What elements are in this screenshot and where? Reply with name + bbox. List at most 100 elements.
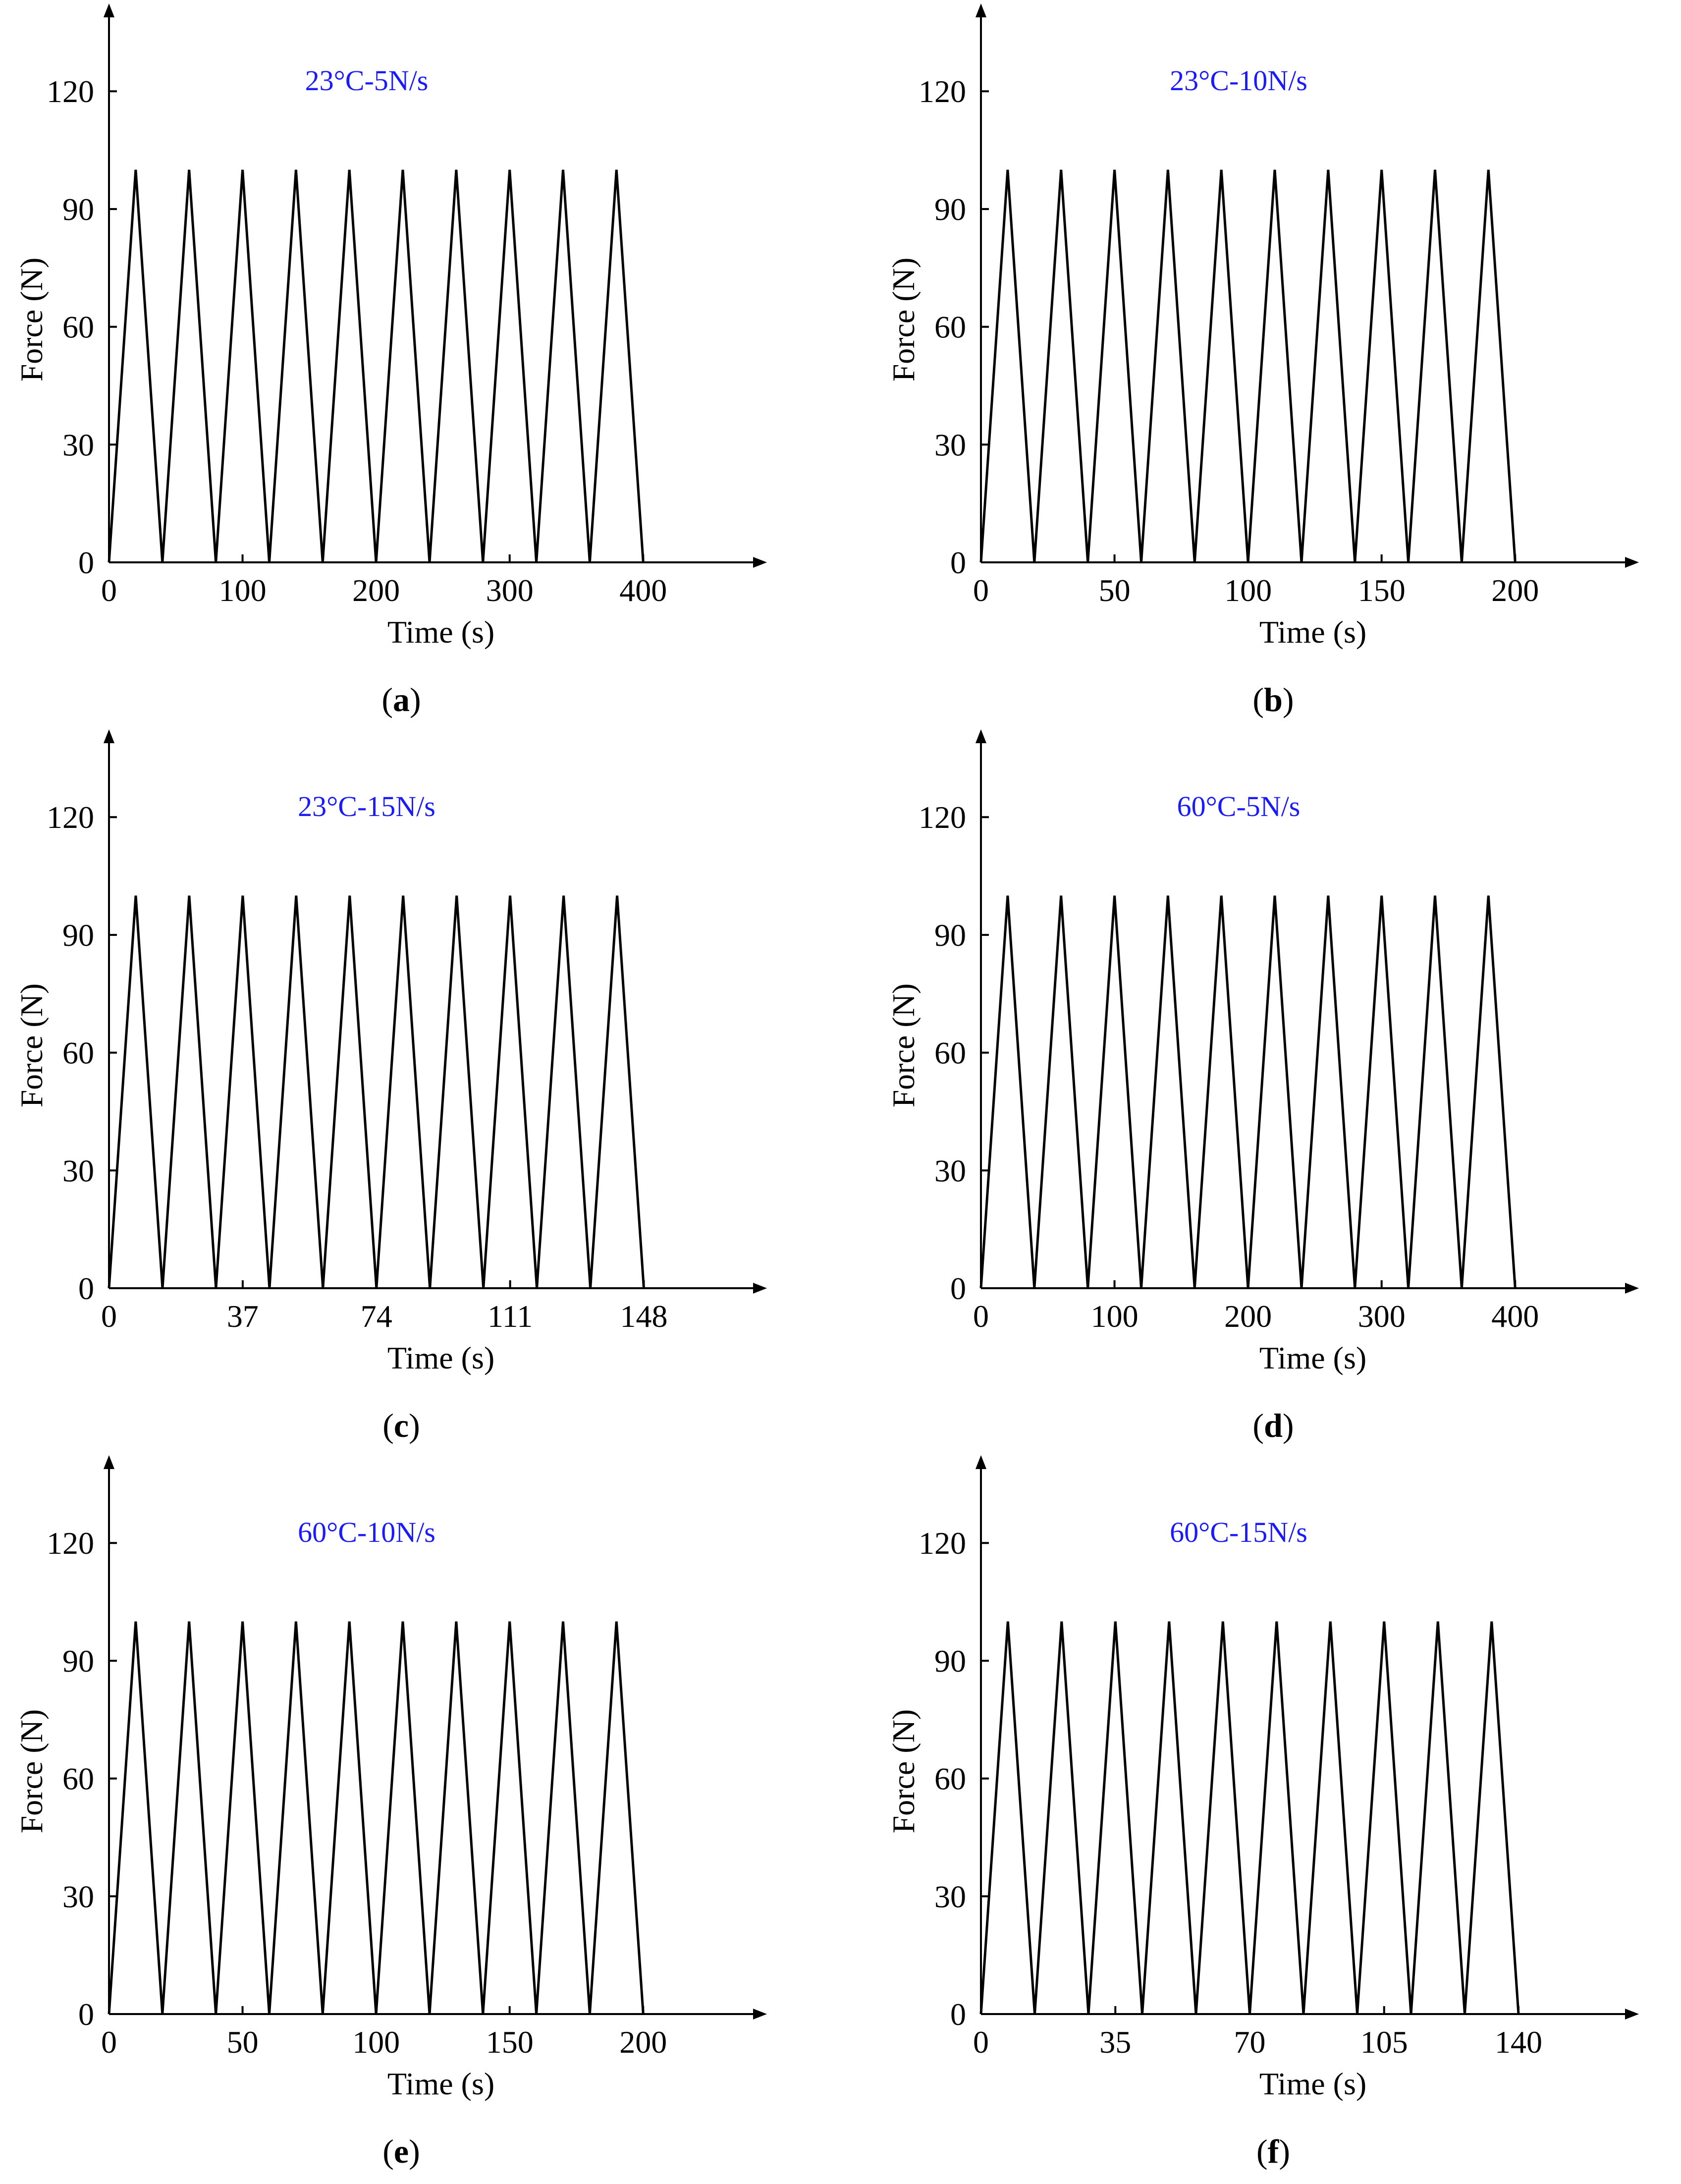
chart-title: 23°C-10N/s [1170,64,1307,97]
x-axis-arrow [753,557,767,568]
series-line [981,896,1515,1288]
x-axis-arrow [1625,1283,1639,1294]
y-tick-label: 120 [919,1526,966,1561]
chart-panel-f: 0 30 60 90 120 0 35 70 105 140 Time (s) Force (N) 60… [886,1455,1639,2170]
y-tick-label: 60 [934,1036,966,1071]
x-axis-title: Time (s) [387,614,494,650]
x-axis-title: Time (s) [387,2066,494,2101]
y-axis-title: Force (N) [14,983,49,1108]
panel-caption: (e) [382,2132,420,2170]
x-axis-title: Time (s) [387,1340,494,1375]
y-tick-label: 60 [62,1036,94,1071]
series-line [981,170,1515,562]
y-tick-label: 60 [62,310,94,345]
y-tick-label: 30 [934,427,966,462]
y-tick-label: 30 [934,1153,966,1188]
chart-title: 23°C-5N/s [305,64,429,97]
x-tick-label: 100 [1224,573,1272,608]
chart-panel-b: 0 30 60 90 120 0 50 100 150 200 Time (s) Force (N) 2… [886,3,1639,718]
y-tick-label: 30 [62,1153,94,1188]
y-tick-label: 0 [950,1997,966,2032]
x-tick-label: 0 [101,2024,117,2060]
y-tick-label: 120 [47,74,94,109]
y-tick-label: 120 [919,800,966,835]
series-line [109,170,643,562]
x-axis-arrow [753,1283,767,1294]
x-tick-label: 100 [352,2024,400,2060]
y-tick-label: 90 [62,918,94,953]
y-tick-label: 0 [78,1271,94,1306]
y-axis-arrow [976,1455,986,1469]
y-axis-title: Force (N) [14,258,49,382]
x-tick-label: 200 [619,2024,667,2060]
panel-caption-letter: a [393,681,410,718]
panel-caption-letter: d [1264,1407,1283,1444]
x-tick-label: 0 [973,2024,989,2060]
y-tick-label: 60 [934,310,966,345]
x-axis-arrow [753,2009,767,2020]
x-axis-title: Time (s) [1259,614,1366,650]
chart-title: 60°C-5N/s [1177,790,1301,822]
y-tick-label: 60 [62,1761,94,1797]
y-tick-label: 90 [62,192,94,227]
y-tick-label: 90 [934,1643,966,1679]
x-tick-label: 111 [488,1299,533,1334]
panel-caption-letter: c [394,1407,409,1444]
chart-panel-a: 0 30 60 90 120 0 100 200 300 400 Time (s) Force (N)… [14,3,767,718]
y-axis-title: Force (N) [886,1709,921,1834]
y-axis-arrow [976,729,986,743]
x-tick-label: 50 [1099,573,1131,608]
x-tick-label: 200 [352,573,400,608]
x-tick-label: 50 [227,2024,259,2060]
panel-caption-letter: b [1264,681,1283,718]
x-axis-title: Time (s) [1259,2066,1366,2101]
x-tick-label: 105 [1360,2024,1408,2060]
y-axis-arrow [104,729,114,743]
x-tick-label: 140 [1495,2024,1542,2060]
chart-title: 23°C-15N/s [298,790,435,822]
x-tick-label: 200 [1224,1299,1272,1334]
x-tick-label: 100 [1091,1299,1139,1334]
x-tick-label: 0 [101,573,117,608]
x-tick-label: 400 [1491,1299,1539,1334]
chart-panel-c: 0 30 60 90 120 0 37 74 111 148 Time (s) Force (N) 23… [14,729,767,1444]
x-tick-label: 400 [619,573,667,608]
chart-title: 60°C-10N/s [298,1516,435,1548]
series-line [109,896,644,1288]
x-tick-label: 74 [361,1299,392,1334]
x-tick-label: 200 [1491,573,1539,608]
x-tick-label: 300 [486,573,534,608]
panel-caption: (a) [381,681,421,718]
x-axis-arrow [1625,557,1639,568]
x-tick-label: 70 [1234,2024,1266,2060]
y-tick-label: 90 [62,1643,94,1679]
x-tick-label: 35 [1099,2024,1131,2060]
y-tick-label: 0 [950,545,966,580]
x-tick-label: 0 [973,1299,989,1334]
x-tick-label: 100 [219,573,267,608]
y-axis-arrow [104,1455,114,1469]
series-line [981,1622,1518,2014]
chart-panel-d: 0 30 60 90 120 0 100 200 300 400 Time (s) Force (N)… [886,729,1639,1444]
y-tick-label: 30 [62,1879,94,1914]
chart-panel-e: 0 30 60 90 120 0 50 100 150 200 Time (s) Force (N) 6… [14,1455,767,2170]
panel-caption-letter: e [394,2132,409,2170]
y-axis-title: Force (N) [886,258,921,382]
panel-caption-letter: f [1268,2132,1280,2170]
y-tick-label: 90 [934,918,966,953]
y-tick-label: 30 [934,1879,966,1914]
y-axis-arrow [104,3,114,17]
y-tick-label: 60 [934,1761,966,1797]
x-tick-label: 37 [227,1299,259,1334]
x-tick-label: 150 [486,2024,534,2060]
panel-caption: (c) [382,1407,420,1444]
y-tick-label: 120 [47,800,94,835]
panel-caption: (f) [1256,2132,1290,2170]
y-tick-label: 0 [950,1271,966,1306]
y-tick-label: 120 [47,1526,94,1561]
x-axis-title: Time (s) [1259,1340,1366,1375]
x-tick-label: 0 [973,573,989,608]
x-tick-label: 300 [1358,1299,1406,1334]
y-tick-label: 30 [62,427,94,462]
